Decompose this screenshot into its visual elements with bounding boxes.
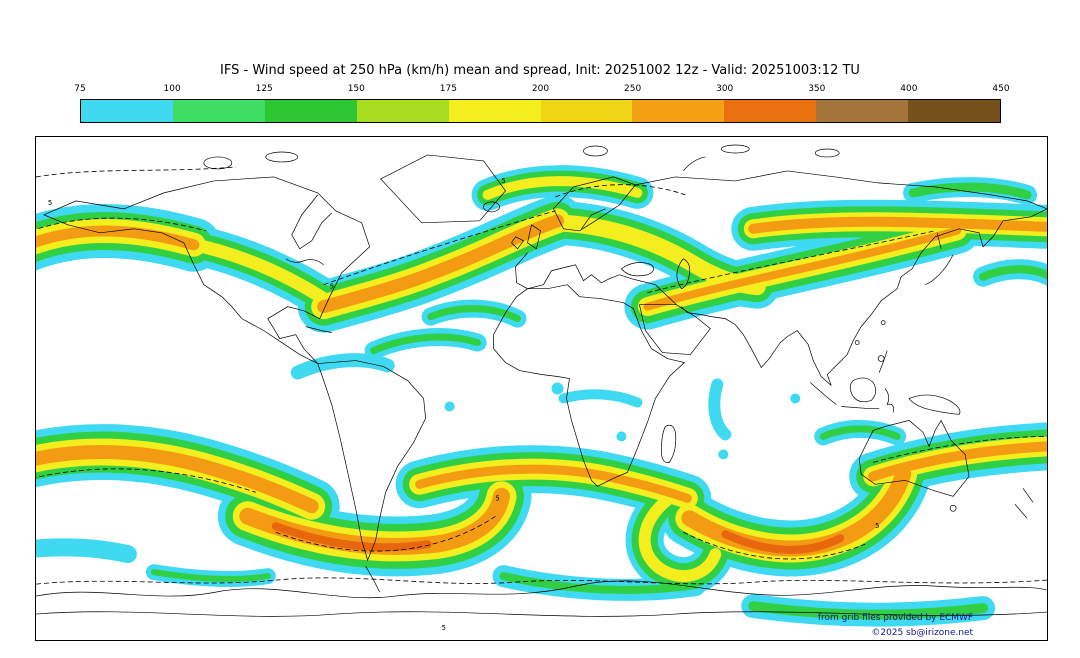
contour-label: 5 xyxy=(48,199,52,207)
colorbar-tick-label: 175 xyxy=(439,84,457,94)
wind-band-deep-orange-layer xyxy=(271,522,845,554)
colorbar-tick-label: 400 xyxy=(900,84,918,94)
colorbar-tick-label: 350 xyxy=(808,84,826,94)
colorbar-segment xyxy=(540,100,633,122)
colorbar-segment xyxy=(724,100,817,122)
wind-speed-map: 5 5 5 5 5 5 from grib files provided by … xyxy=(36,144,1047,638)
coastlines xyxy=(36,144,1047,617)
attribution-copyright: ©2025 sb@irizone.net xyxy=(871,628,973,638)
colorbar-tick-labels: 75 100 125 150 175 200 250 300 350 400 450 xyxy=(74,84,1009,96)
colorbar-tick-label: 150 xyxy=(347,84,365,94)
colorbar-tick-label: 450 xyxy=(992,84,1010,94)
colorbar-segment xyxy=(632,100,725,122)
colorbar-segment xyxy=(448,100,541,122)
colorbar-tick-label: 300 xyxy=(716,84,734,94)
contour-label: 5 xyxy=(442,624,446,632)
spread-contour-labels: 5 5 5 5 5 5 xyxy=(48,177,879,632)
colorbar-tick-label: 100 xyxy=(163,84,181,94)
colorbar xyxy=(80,99,1001,123)
colorbar-segment xyxy=(81,100,173,122)
contour-label: 5 xyxy=(502,177,506,185)
attribution: from grib files provided by ECMWF ©2025 … xyxy=(818,613,974,638)
contour-label: 5 xyxy=(330,283,334,291)
attribution-source: from grib files provided by ECMWF xyxy=(818,613,973,623)
colorbar-segment xyxy=(172,100,265,122)
colorbar-segment xyxy=(908,100,1001,122)
spread-contours xyxy=(36,166,1047,585)
colorbar-tick-label: 75 xyxy=(74,84,86,94)
contour-label: 5 xyxy=(875,522,879,530)
world-map-frame: 5 5 5 5 5 5 from grib files provided by … xyxy=(35,136,1048,641)
colorbar-tick-label: 200 xyxy=(531,84,550,94)
colorbar-segment xyxy=(816,100,909,122)
contour-label: 5 xyxy=(496,494,500,502)
chart-title: IFS - Wind speed at 250 hPa (km/h) mean … xyxy=(220,63,860,78)
colorbar-tick-label: 125 xyxy=(255,84,273,94)
colorbar-tick-label: 250 xyxy=(624,84,642,94)
colorbar-segment xyxy=(264,100,357,122)
colorbar-segment xyxy=(356,100,449,122)
